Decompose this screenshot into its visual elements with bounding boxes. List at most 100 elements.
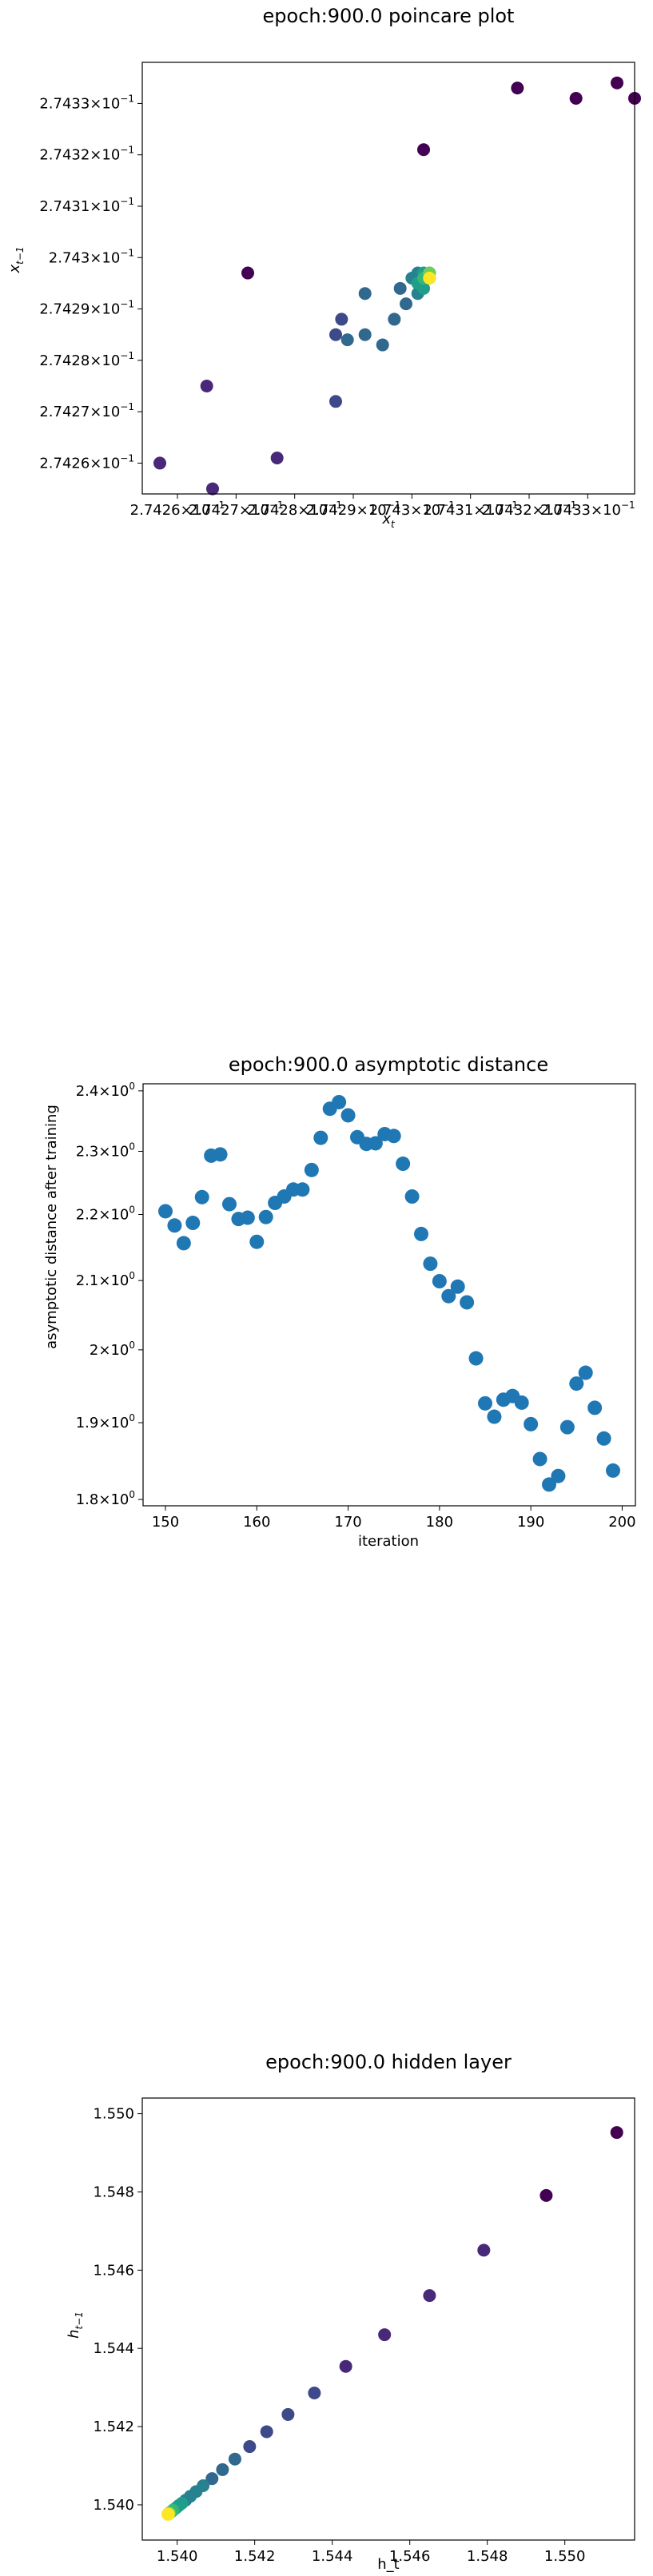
- data-point: [158, 1204, 173, 1219]
- data-point: [511, 82, 524, 95]
- data-point: [569, 1376, 584, 1392]
- y-tick-label: 1.542: [93, 2419, 134, 2435]
- data-point: [478, 1395, 492, 1411]
- x-tick-label: 2.7433×10−1: [540, 500, 635, 519]
- x-tick-label: 2.7427×10−1: [189, 500, 284, 519]
- x-axis-label: iteration: [358, 1533, 419, 1550]
- y-tick-label: 1.9×100: [76, 1412, 135, 1431]
- data-point: [404, 1189, 420, 1204]
- y-tick-label: 1.546: [93, 2262, 134, 2279]
- x-axis-label: xt: [381, 511, 396, 530]
- y-tick-label: 2.2×100: [76, 1204, 135, 1223]
- data-point: [542, 1477, 556, 1492]
- data-point: [388, 313, 401, 326]
- data-point: [200, 379, 213, 392]
- data-point: [417, 143, 431, 157]
- data-point: [339, 2359, 352, 2373]
- data-point: [329, 328, 343, 341]
- data-point: [540, 2188, 553, 2202]
- x-tick-label: 1.550: [544, 2548, 586, 2565]
- svg-text:xt: xt: [381, 511, 396, 530]
- data-point: [610, 2126, 623, 2140]
- data-point: [228, 2452, 241, 2466]
- x-axis-label: h_t: [377, 2556, 399, 2573]
- data-point: [332, 1094, 347, 1109]
- data-point: [313, 1130, 328, 1145]
- y-tick-label: 2.1×100: [76, 1270, 135, 1289]
- y-tick-label: 2.7429×10−1: [39, 299, 134, 318]
- x-tick-label: 1.540: [157, 2548, 198, 2565]
- data-point: [176, 1236, 191, 1251]
- y-tick-label: 1.550: [93, 2106, 134, 2123]
- data-point: [396, 1157, 411, 1172]
- data-point: [551, 1468, 566, 1483]
- data-point: [340, 1108, 356, 1123]
- data-point: [222, 1196, 237, 1212]
- poincare-chart: epoch:900.0 poincare plot xt−1 xt 2.7426…: [6, 5, 641, 530]
- y-tick-label: 2.743×10−1: [49, 247, 134, 266]
- x-tick-label: 2.743×10−1: [369, 500, 455, 519]
- plot-frame: [141, 2097, 635, 2541]
- plot-frame: [141, 62, 635, 495]
- data-point: [441, 1288, 456, 1304]
- svg-text:xt−1: xt−1: [6, 246, 26, 273]
- data-point: [243, 2440, 257, 2454]
- data-point: [596, 1431, 611, 1446]
- y-tick-label: 2.3×100: [76, 1141, 135, 1160]
- data-point: [477, 2244, 491, 2257]
- x-tick-label: 2.7428×10−1: [247, 500, 342, 519]
- y-tick-label: 2.4×100: [76, 1081, 135, 1100]
- data-point: [260, 2425, 273, 2439]
- data-point: [368, 1136, 383, 1151]
- data-point: [376, 338, 389, 352]
- data-point: [559, 1419, 575, 1435]
- data-point: [205, 2472, 219, 2486]
- data-point: [304, 1162, 319, 1177]
- data-point: [386, 1129, 401, 1144]
- data-point: [213, 1147, 228, 1162]
- data-point: [514, 1395, 529, 1410]
- data-point: [578, 1365, 593, 1380]
- data-point: [468, 1351, 484, 1366]
- data-point: [378, 2328, 392, 2342]
- y-tick-label: 2.7433×10−1: [39, 93, 134, 112]
- data-point: [460, 1295, 475, 1310]
- y-tick-label: 1.548: [93, 2184, 134, 2200]
- asymptotic-distance-chart: epoch:900.0 asymptotic distance asymptot…: [43, 1053, 636, 1550]
- data-point: [358, 287, 372, 301]
- svg-text:ht−1: ht−1: [66, 2311, 85, 2339]
- data-point: [185, 1216, 201, 1231]
- y-tick-label: 1.544: [93, 2340, 134, 2357]
- y-axis-label: ht−1: [66, 2311, 85, 2339]
- data-point: [611, 76, 624, 90]
- x-tick-label: 200: [608, 1514, 635, 1531]
- data-point: [569, 91, 583, 105]
- data-point: [308, 2386, 321, 2399]
- data-point: [358, 328, 372, 341]
- chart-title: epoch:900.0 poincare plot: [263, 5, 515, 27]
- data-point: [532, 1451, 547, 1467]
- data-point: [400, 297, 413, 311]
- data-point: [167, 1218, 182, 1233]
- data-point: [241, 266, 255, 280]
- data-point: [450, 1279, 465, 1294]
- x-tick-label: 190: [517, 1514, 544, 1531]
- x-tick-label: 2.7431×10−1: [423, 500, 518, 519]
- data-point: [606, 1463, 620, 1478]
- data-point: [295, 1182, 310, 1197]
- y-axis-label: asymptotic distance after training: [43, 1105, 60, 1349]
- chart-title: epoch:900.0 asymptotic distance: [229, 1053, 548, 1076]
- x-tick-label: 2.7426×10−1: [130, 500, 225, 519]
- data-point: [432, 1273, 447, 1288]
- data-point: [587, 1400, 603, 1415]
- data-point: [340, 333, 354, 347]
- x-tick-label: 2.7432×10−1: [482, 500, 577, 519]
- data-point: [270, 451, 284, 464]
- x-tick-label: 2.7429×10−1: [306, 500, 401, 519]
- x-tick-label: 1.546: [389, 2548, 431, 2565]
- x-tick-label: 170: [334, 1514, 361, 1531]
- y-tick-label: 2.7427×10−1: [39, 401, 134, 420]
- data-point: [487, 1409, 502, 1424]
- data-point: [524, 1416, 539, 1431]
- y-tick-label: 2.7428×10−1: [39, 350, 134, 369]
